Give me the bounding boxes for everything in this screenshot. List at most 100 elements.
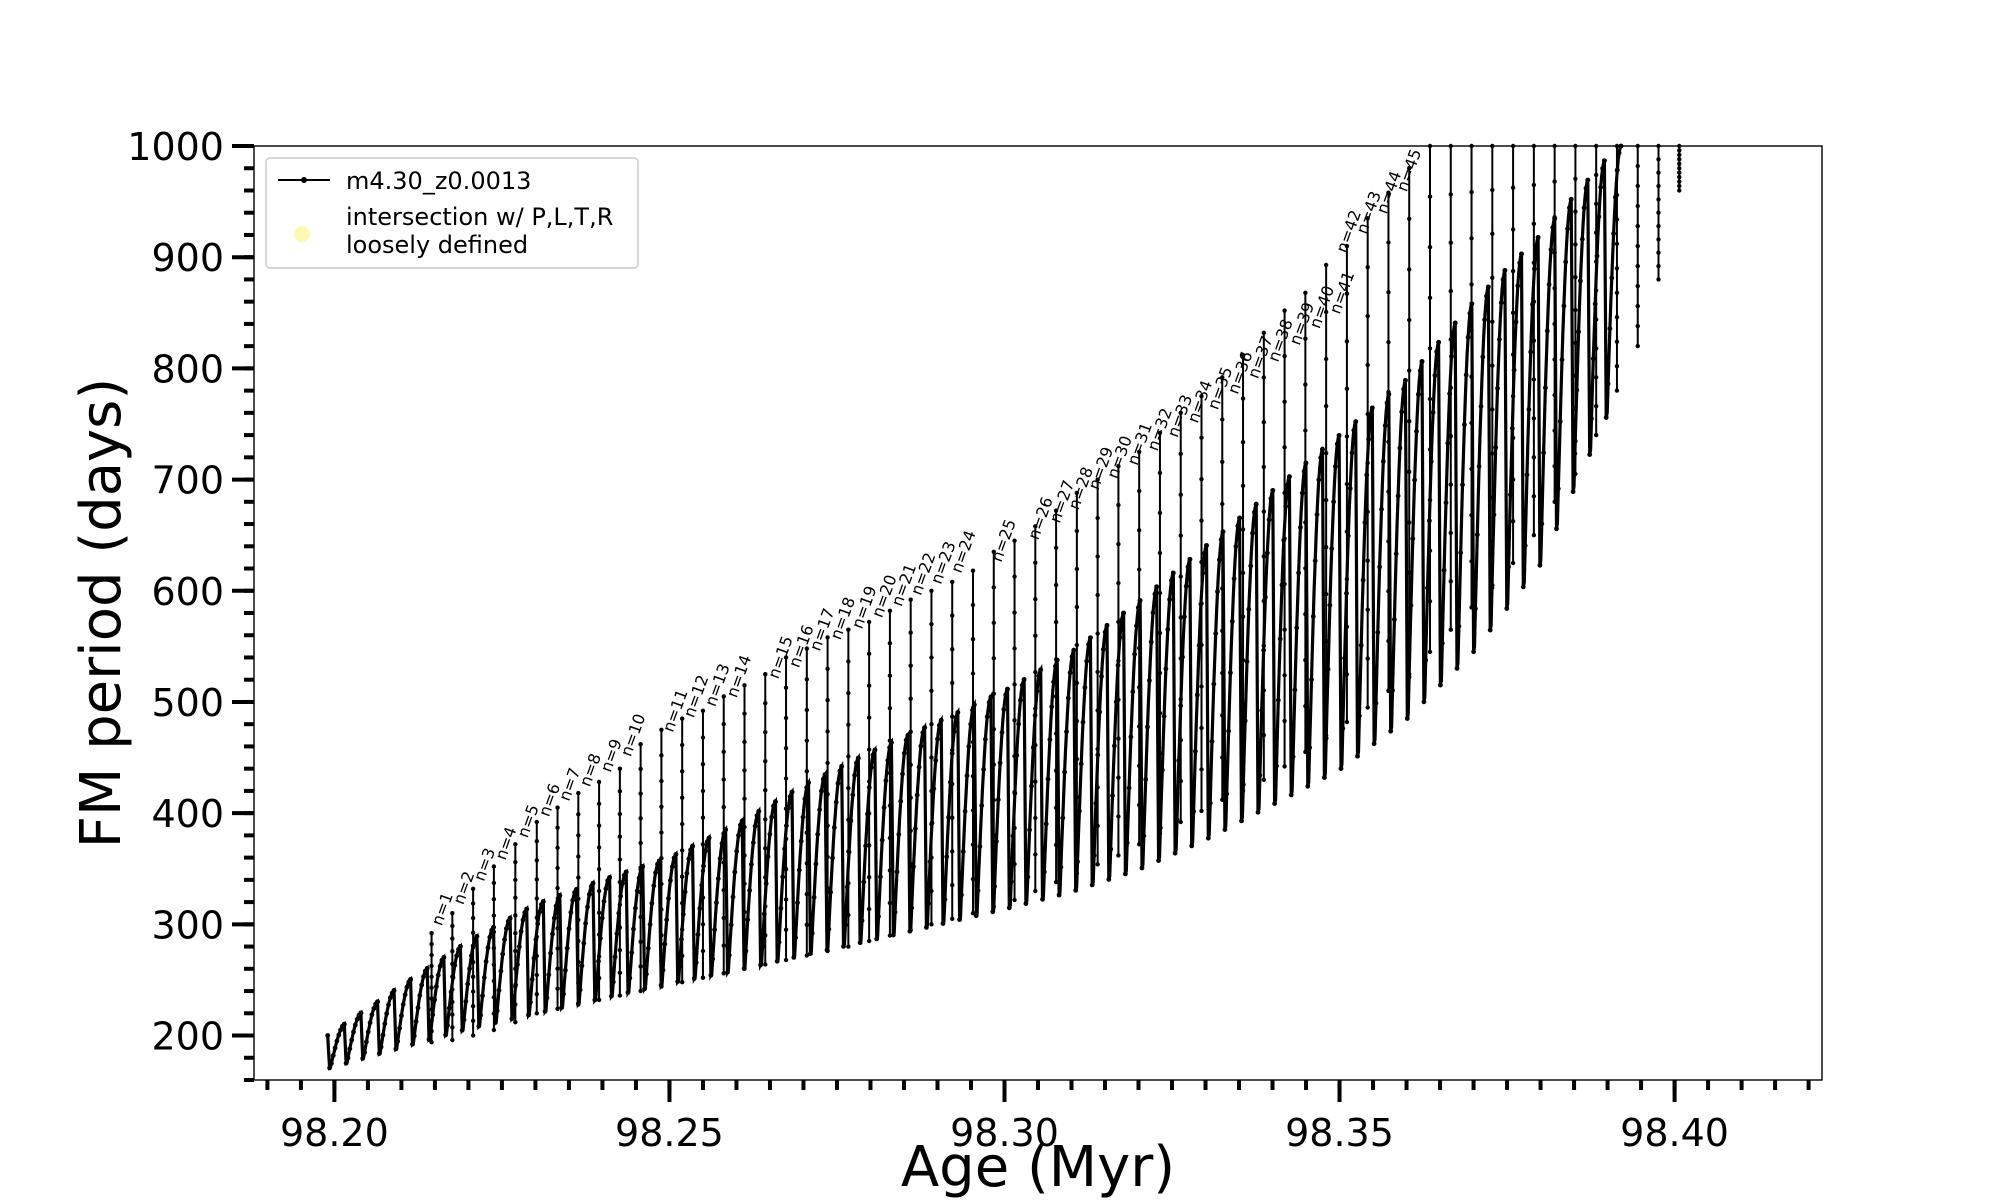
spike-point xyxy=(1074,528,1080,534)
spike-point xyxy=(555,885,560,891)
spike-point xyxy=(1552,250,1557,255)
series-point xyxy=(883,778,889,784)
spike-point xyxy=(742,711,747,716)
spike-point xyxy=(1178,574,1183,579)
spike-point xyxy=(534,896,539,901)
series-point xyxy=(876,914,881,919)
spike-point xyxy=(659,984,664,989)
spike-point xyxy=(742,824,747,830)
series-point xyxy=(411,1033,417,1039)
series-point xyxy=(1104,623,1110,628)
series-point xyxy=(397,1025,402,1031)
series-point xyxy=(476,1023,482,1029)
spike-point xyxy=(721,860,726,865)
series-point xyxy=(916,764,922,770)
series-point xyxy=(634,888,640,894)
spike-point xyxy=(1012,825,1017,831)
series-point xyxy=(815,831,821,837)
spike-point xyxy=(1573,176,1578,181)
series-point xyxy=(738,822,743,828)
spike-point xyxy=(1469,605,1474,610)
series-point xyxy=(706,835,712,841)
spike-point xyxy=(1344,529,1350,534)
series-point xyxy=(892,909,898,915)
series-point xyxy=(925,901,931,906)
series-point xyxy=(1450,330,1456,335)
series-point xyxy=(1349,450,1355,456)
series-point xyxy=(1065,695,1071,701)
spike-point xyxy=(929,621,934,627)
spike-point xyxy=(1178,656,1183,661)
spike-point xyxy=(846,785,851,791)
spike-point xyxy=(1552,392,1557,398)
spike-point xyxy=(1282,353,1287,359)
spike-point xyxy=(1116,736,1121,741)
spike-point xyxy=(1448,240,1453,245)
spike-point xyxy=(783,927,789,932)
series-point xyxy=(1152,591,1158,597)
spike-point xyxy=(1635,163,1640,169)
series-point xyxy=(1603,415,1609,420)
series-point xyxy=(417,993,423,998)
spike-point xyxy=(429,974,434,979)
spike-point xyxy=(700,815,706,820)
spike-point xyxy=(700,922,706,927)
spike-point xyxy=(1365,607,1370,612)
spike-point xyxy=(1157,831,1163,836)
spike-point xyxy=(1593,317,1599,322)
spike-point xyxy=(1012,754,1017,759)
spike-point xyxy=(1656,183,1661,189)
spike-point xyxy=(1220,459,1225,464)
series-point xyxy=(695,932,701,937)
spike-point xyxy=(450,987,455,992)
series-point xyxy=(671,855,677,861)
spike-point xyxy=(929,755,934,760)
plot-layer: n=1n=2n=3n=4n=5n=6n=7n=8n=9n=10n=11n=12n… xyxy=(325,143,1682,1071)
y-tick-label: 400 xyxy=(151,792,224,836)
series-point xyxy=(1169,578,1174,583)
series-point xyxy=(957,917,962,922)
series-point xyxy=(1565,226,1570,232)
spike-point xyxy=(1656,170,1661,175)
series-point xyxy=(410,1041,415,1047)
series-point xyxy=(1193,748,1198,754)
series-point xyxy=(1288,792,1294,798)
spike-point xyxy=(1469,466,1474,472)
series-point xyxy=(795,900,800,906)
spike-point xyxy=(1490,451,1495,456)
spike-point xyxy=(659,804,664,809)
series-point xyxy=(896,832,902,837)
spike-point xyxy=(679,953,685,958)
series-point xyxy=(1410,536,1416,542)
spike-point xyxy=(1427,396,1433,402)
series-point xyxy=(633,905,638,911)
series-point xyxy=(1253,501,1259,507)
spike-point xyxy=(804,707,810,713)
series-point xyxy=(1528,349,1534,355)
spike-point xyxy=(887,933,893,938)
spike-point xyxy=(1323,592,1329,597)
spike-point xyxy=(1386,638,1391,644)
series-point xyxy=(752,823,758,829)
spike-point xyxy=(470,974,476,979)
series-point xyxy=(329,1061,334,1066)
spike-point xyxy=(783,685,789,690)
series-point xyxy=(1202,550,1207,556)
spike-point xyxy=(887,673,893,678)
spike-point xyxy=(1407,672,1412,677)
series-point xyxy=(837,768,843,774)
spike-point xyxy=(1220,586,1225,591)
spike-point xyxy=(1261,330,1267,335)
spike-point xyxy=(1053,582,1059,588)
series-point xyxy=(1587,452,1593,457)
spike-point xyxy=(429,1018,434,1023)
spike-point xyxy=(470,945,476,950)
spike-point xyxy=(1510,352,1516,357)
series-point xyxy=(673,852,679,857)
spike-point xyxy=(1552,215,1557,220)
series-point xyxy=(1471,649,1476,655)
spike-point xyxy=(659,958,664,964)
spike-point xyxy=(1386,339,1391,345)
series-point xyxy=(1132,651,1137,657)
spike-point xyxy=(846,881,851,886)
